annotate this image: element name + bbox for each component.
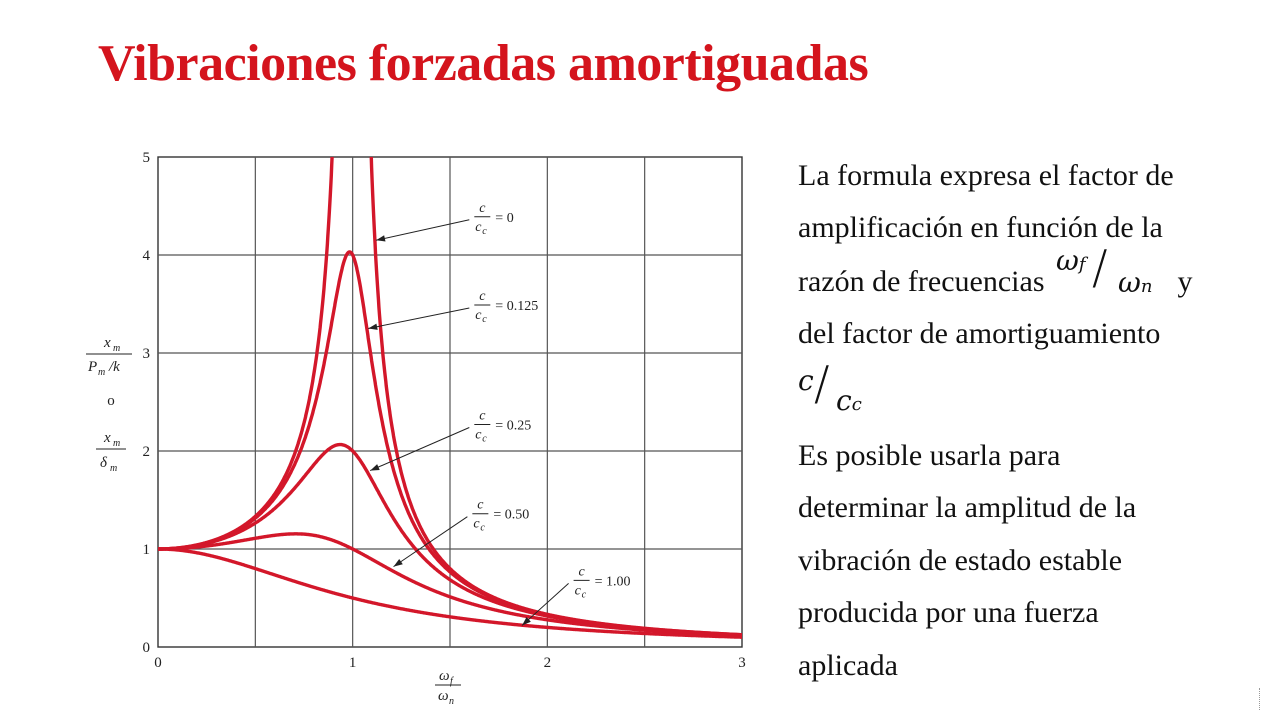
chart-ticks: 0 1 2 3 0 1 2 3 4 5: [143, 150, 746, 671]
freq-ratio-num-sub: f: [1078, 253, 1086, 275]
y-label-top-num-sub: m: [113, 343, 120, 354]
y-tick-label: 5: [143, 150, 151, 166]
text-line-4: del factor de amortiguamiento: [798, 317, 1161, 351]
series-label-den: c: [475, 308, 482, 323]
series-label-arrowhead: [368, 323, 378, 330]
text-line-3: razón de frecuencias ωf / ωn y: [798, 240, 1268, 308]
text-line-9: producida por una fuerza: [798, 596, 1099, 630]
y-label-bot-num-sub: m: [113, 438, 120, 449]
x-label-num-sub: f: [450, 676, 454, 687]
y-label-top-den-sub: m: [98, 367, 105, 378]
x-tick-label: 2: [544, 655, 552, 671]
series-label-leader: [393, 516, 468, 568]
series-label-den-sub: c: [480, 523, 485, 534]
series-label-den: c: [475, 428, 482, 443]
x-label-num: ω: [439, 668, 450, 684]
text-line-5: c / cc: [798, 356, 1268, 430]
y-label-top-num: x: [103, 335, 111, 351]
series-label-value: = 1.00: [595, 574, 631, 589]
series-label-0.50: cc c = 0.50: [393, 498, 529, 568]
chart-grid: [157, 156, 743, 648]
y-label-top-den-tail: /k: [108, 359, 120, 375]
series-label-den-sub: c: [482, 314, 487, 325]
series-label-leader: [368, 307, 470, 329]
y-tick-label: 3: [143, 346, 151, 362]
y-label-or: o: [107, 393, 115, 409]
frequency-ratio: ωf / ωn: [1052, 240, 1170, 298]
x-label-den: ω: [438, 688, 449, 704]
x-tick-label: 3: [738, 655, 746, 671]
series-label-num: c: [578, 564, 585, 579]
series-label-den-sub: c: [482, 434, 487, 445]
x-label-den-sub: n: [449, 696, 454, 707]
text-line-7: determinar la amplitud de la: [798, 491, 1137, 525]
damping-ratio: c / cc: [798, 356, 878, 416]
series-label-arrowhead: [393, 558, 403, 567]
series-label-den: c: [575, 583, 582, 598]
curve-0.50: [158, 532, 742, 638]
x-tick-label: 0: [154, 655, 162, 671]
freq-ratio-den: ω: [1118, 265, 1141, 299]
freq-ratio-den-sub: n: [1140, 275, 1153, 297]
text-line-2: amplificación en función de la: [798, 211, 1163, 245]
series-label-num: c: [479, 201, 486, 216]
text-line-6: Es posible usarla para: [798, 439, 1061, 473]
text-line-8: vibración de estado estable: [798, 543, 1123, 577]
y-tick-label: 0: [143, 640, 151, 656]
series-label-den-sub: c: [582, 589, 587, 600]
y-axis-label: x mP m/kox mδ m: [86, 335, 132, 474]
y-label-bot-den-sub: m: [110, 463, 117, 474]
series-label-leader: [521, 582, 569, 626]
chart-curves: [158, 157, 742, 639]
series-label-1.00: cc c = 1.00: [521, 564, 631, 626]
series-label-arrowhead: [376, 235, 386, 242]
series-label-leader: [375, 219, 470, 241]
x-tick-label: 1: [349, 655, 357, 671]
series-label-leader: [369, 427, 470, 472]
text-line-3-prefix: razón de frecuencias: [798, 264, 1045, 298]
slide-title: Vibraciones forzadas amortiguadas: [98, 35, 869, 92]
text-line-10: aplicada: [798, 648, 898, 682]
explanation-text: La formula expresa el factor de amplific…: [798, 150, 1268, 692]
series-label-num: c: [479, 409, 486, 424]
chart-axis-labels: x mP m/kox mδ mω fω n: [86, 335, 461, 707]
series-label-den: c: [473, 517, 480, 532]
series-label-0.25: cc c = 0.25: [369, 409, 531, 472]
y-label-top-den: P: [87, 359, 97, 375]
y-tick-label: 4: [143, 248, 151, 264]
series-label-0.125: cc c = 0.125: [368, 289, 538, 330]
y-tick-label: 1: [143, 542, 151, 558]
text-line-3-suffix: y: [1177, 264, 1193, 298]
freq-ratio-slash: /: [1092, 239, 1108, 294]
curve-1.00: [158, 547, 742, 639]
series-label-value: = 0.25: [495, 419, 531, 434]
series-label-arrowhead: [522, 617, 531, 626]
series-label-den: c: [475, 220, 482, 235]
damp-ratio-slash: /: [814, 355, 830, 410]
damp-ratio-num: c: [798, 363, 814, 397]
series-label-num: c: [479, 289, 486, 304]
x-axis-label: ω fω n: [435, 668, 461, 707]
series-label-value: = 0.50: [493, 508, 529, 523]
series-label-arrowhead: [370, 464, 380, 471]
damp-ratio-den: c: [836, 383, 852, 417]
text-line-1: La formula expresa el factor de: [798, 159, 1174, 192]
y-tick-label: 2: [143, 444, 151, 460]
freq-ratio-num: ω: [1056, 243, 1079, 277]
series-label-value: = 0.125: [495, 299, 538, 314]
series-label-num: c: [477, 498, 484, 513]
series-label-0: cc c = 0: [375, 201, 514, 242]
damp-ratio-den-sub: c: [851, 393, 862, 415]
corner-mark: [1259, 688, 1266, 710]
y-label-bot-num: x: [103, 430, 111, 446]
series-label-value: = 0: [495, 211, 513, 226]
series-label-den-sub: c: [482, 226, 487, 237]
y-label-bot-den: δ: [100, 455, 108, 471]
